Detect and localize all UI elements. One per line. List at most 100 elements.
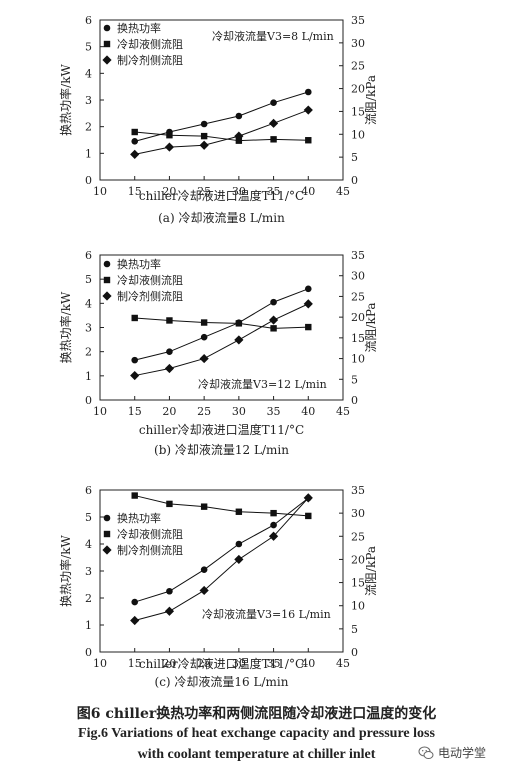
data-point-series-2	[270, 509, 277, 517]
data-point-series-3	[164, 363, 175, 374]
series-line-2	[134, 495, 309, 517]
y-right-tick-label: 35	[351, 484, 365, 497]
y-left-tick-label: 0	[85, 174, 92, 187]
data-point-series-3	[303, 493, 313, 503]
y-left-tick-label: 5	[85, 511, 92, 524]
y-left-tick-label: 0	[85, 394, 92, 407]
y-left-tick-label: 1	[85, 370, 92, 383]
x-tick-label: 30	[232, 657, 246, 670]
y-right-tick-label: 15	[351, 577, 365, 590]
x-axis-label: chiller冷却液进口温度T11/°C	[139, 656, 304, 671]
x-tick-label: 40	[301, 405, 315, 418]
y-right-tick-label: 5	[351, 151, 358, 164]
y-right-tick-label: 25	[351, 60, 365, 73]
y-left-tick-label: 3	[85, 322, 92, 335]
x-tick-label: 25	[197, 185, 211, 198]
data-point-series-3	[234, 335, 244, 345]
x-tick-label: 40	[301, 185, 315, 198]
y-right-tick-label: 30	[351, 507, 365, 520]
series-line-1	[134, 91, 309, 142]
x-tick-label: 35	[267, 185, 281, 198]
data-point-series-3	[303, 299, 313, 309]
y-right-tick-label: 20	[351, 553, 365, 566]
data-point-series-2	[235, 320, 243, 327]
y-left-axis-label: 换热功率/kW	[58, 291, 73, 363]
data-point-series-1	[166, 587, 173, 595]
y-left-tick-label: 6	[85, 484, 92, 497]
series-line-2	[134, 131, 309, 142]
y-right-tick-label: 0	[351, 646, 358, 659]
series-line-1	[134, 497, 309, 603]
y-right-tick-label: 5	[351, 623, 358, 636]
x-tick-label: 25	[197, 657, 211, 670]
data-point-series-3	[199, 585, 209, 596]
data-point-series-1	[235, 112, 243, 120]
legend-marker-2	[103, 276, 111, 284]
watermark: 电动学堂	[418, 744, 486, 761]
x-tick-label: 10	[93, 657, 107, 670]
legend-marker-2	[103, 40, 111, 48]
y-right-axis-label: 流阻/kPa	[364, 75, 378, 125]
y-left-axis-label: 换热功率/kW	[58, 64, 73, 136]
x-axis-label: chiller冷却液进口温度T11/°C	[139, 422, 304, 437]
data-point-series-2	[270, 325, 277, 332]
wechat-icon	[418, 746, 434, 759]
data-point-series-2	[200, 319, 208, 326]
y-left-tick-label: 0	[85, 646, 92, 659]
legend-marker-1	[103, 260, 111, 268]
chart-panel-b: 10 15 20 25 30 35 40 45 0 1 2 3 4 5 6 0 5 10 15 20 25 30 35 换热功…	[0, 240, 513, 468]
data-point-series-3	[234, 131, 244, 141]
y-left-tick-label: 6	[85, 14, 92, 27]
y-right-tick-label: 0	[351, 394, 358, 407]
legend-marker-2	[103, 530, 111, 538]
x-tick-label: 20	[162, 657, 176, 670]
data-point-series-1	[166, 348, 173, 355]
flow-rate-annotation: 冷却液流量V3=16 L/min	[202, 607, 331, 621]
data-point-series-1	[270, 521, 277, 529]
legend-label-2: 冷却液侧流阻	[117, 37, 183, 51]
data-point-series-3	[164, 142, 175, 152]
y-left-tick-label: 1	[85, 147, 92, 160]
y-right-tick-label: 25	[351, 530, 365, 543]
data-point-series-2	[166, 317, 173, 324]
y-left-tick-label: 4	[85, 297, 92, 310]
data-point-series-2	[131, 314, 138, 322]
x-tick-label: 45	[336, 405, 350, 418]
data-point-series-1	[131, 138, 139, 145]
legend-label-2: 冷却液侧流阻	[117, 273, 183, 287]
y-right-tick-label: 10	[351, 128, 365, 141]
x-tick-label: 10	[93, 405, 107, 418]
x-tick-label: 15	[128, 657, 142, 670]
series-line-3	[134, 109, 309, 155]
y-right-tick-label: 35	[351, 14, 365, 27]
data-point-series-3	[130, 370, 140, 381]
y-right-tick-label: 20	[351, 83, 365, 96]
data-point-series-2	[131, 128, 138, 136]
y-left-tick-label: 5	[85, 273, 92, 286]
y-left-tick-label: 4	[85, 538, 92, 551]
chart-subtitle: (c) 冷却液流量16 L/min	[155, 674, 289, 689]
y-left-tick-label: 6	[85, 249, 92, 262]
y-left-tick-label: 3	[85, 565, 92, 578]
x-tick-label: 20	[162, 185, 176, 198]
chart-svg: 10 15 20 25 30 35 40 45012345605101520253035换热功…	[58, 249, 378, 457]
data-point-series-1	[200, 566, 208, 573]
data-point-series-3	[130, 615, 140, 626]
data-point-series-1	[200, 120, 208, 128]
data-point-series-3	[199, 353, 209, 364]
y-right-tick-label: 30	[351, 37, 365, 50]
y-right-tick-label: 20	[351, 311, 365, 324]
data-point-series-2	[166, 500, 173, 508]
y-left-tick-label: 5	[85, 41, 92, 54]
legend-label-3: 制冷剂侧流阻	[117, 289, 183, 303]
data-point-series-3	[268, 118, 279, 128]
chart-panel-a: 10 15 20 25 30 35 40 45 0 1 2 3 4 5 6 0 5 10 15 20 25 30 35 换热功…	[0, 0, 513, 236]
y-right-tick-label: 30	[351, 270, 365, 283]
x-tick-label: 40	[301, 657, 315, 670]
legend-marker-1	[103, 514, 111, 522]
figure-caption-en-line2: with coolant temperature at chiller inle…	[137, 747, 376, 762]
y-right-tick-label: 5	[351, 373, 358, 386]
chart-subtitle: (a) 冷却液流量8 L/min	[158, 210, 285, 225]
data-point-series-2	[200, 132, 208, 140]
x-tick-label: 30	[232, 185, 246, 198]
